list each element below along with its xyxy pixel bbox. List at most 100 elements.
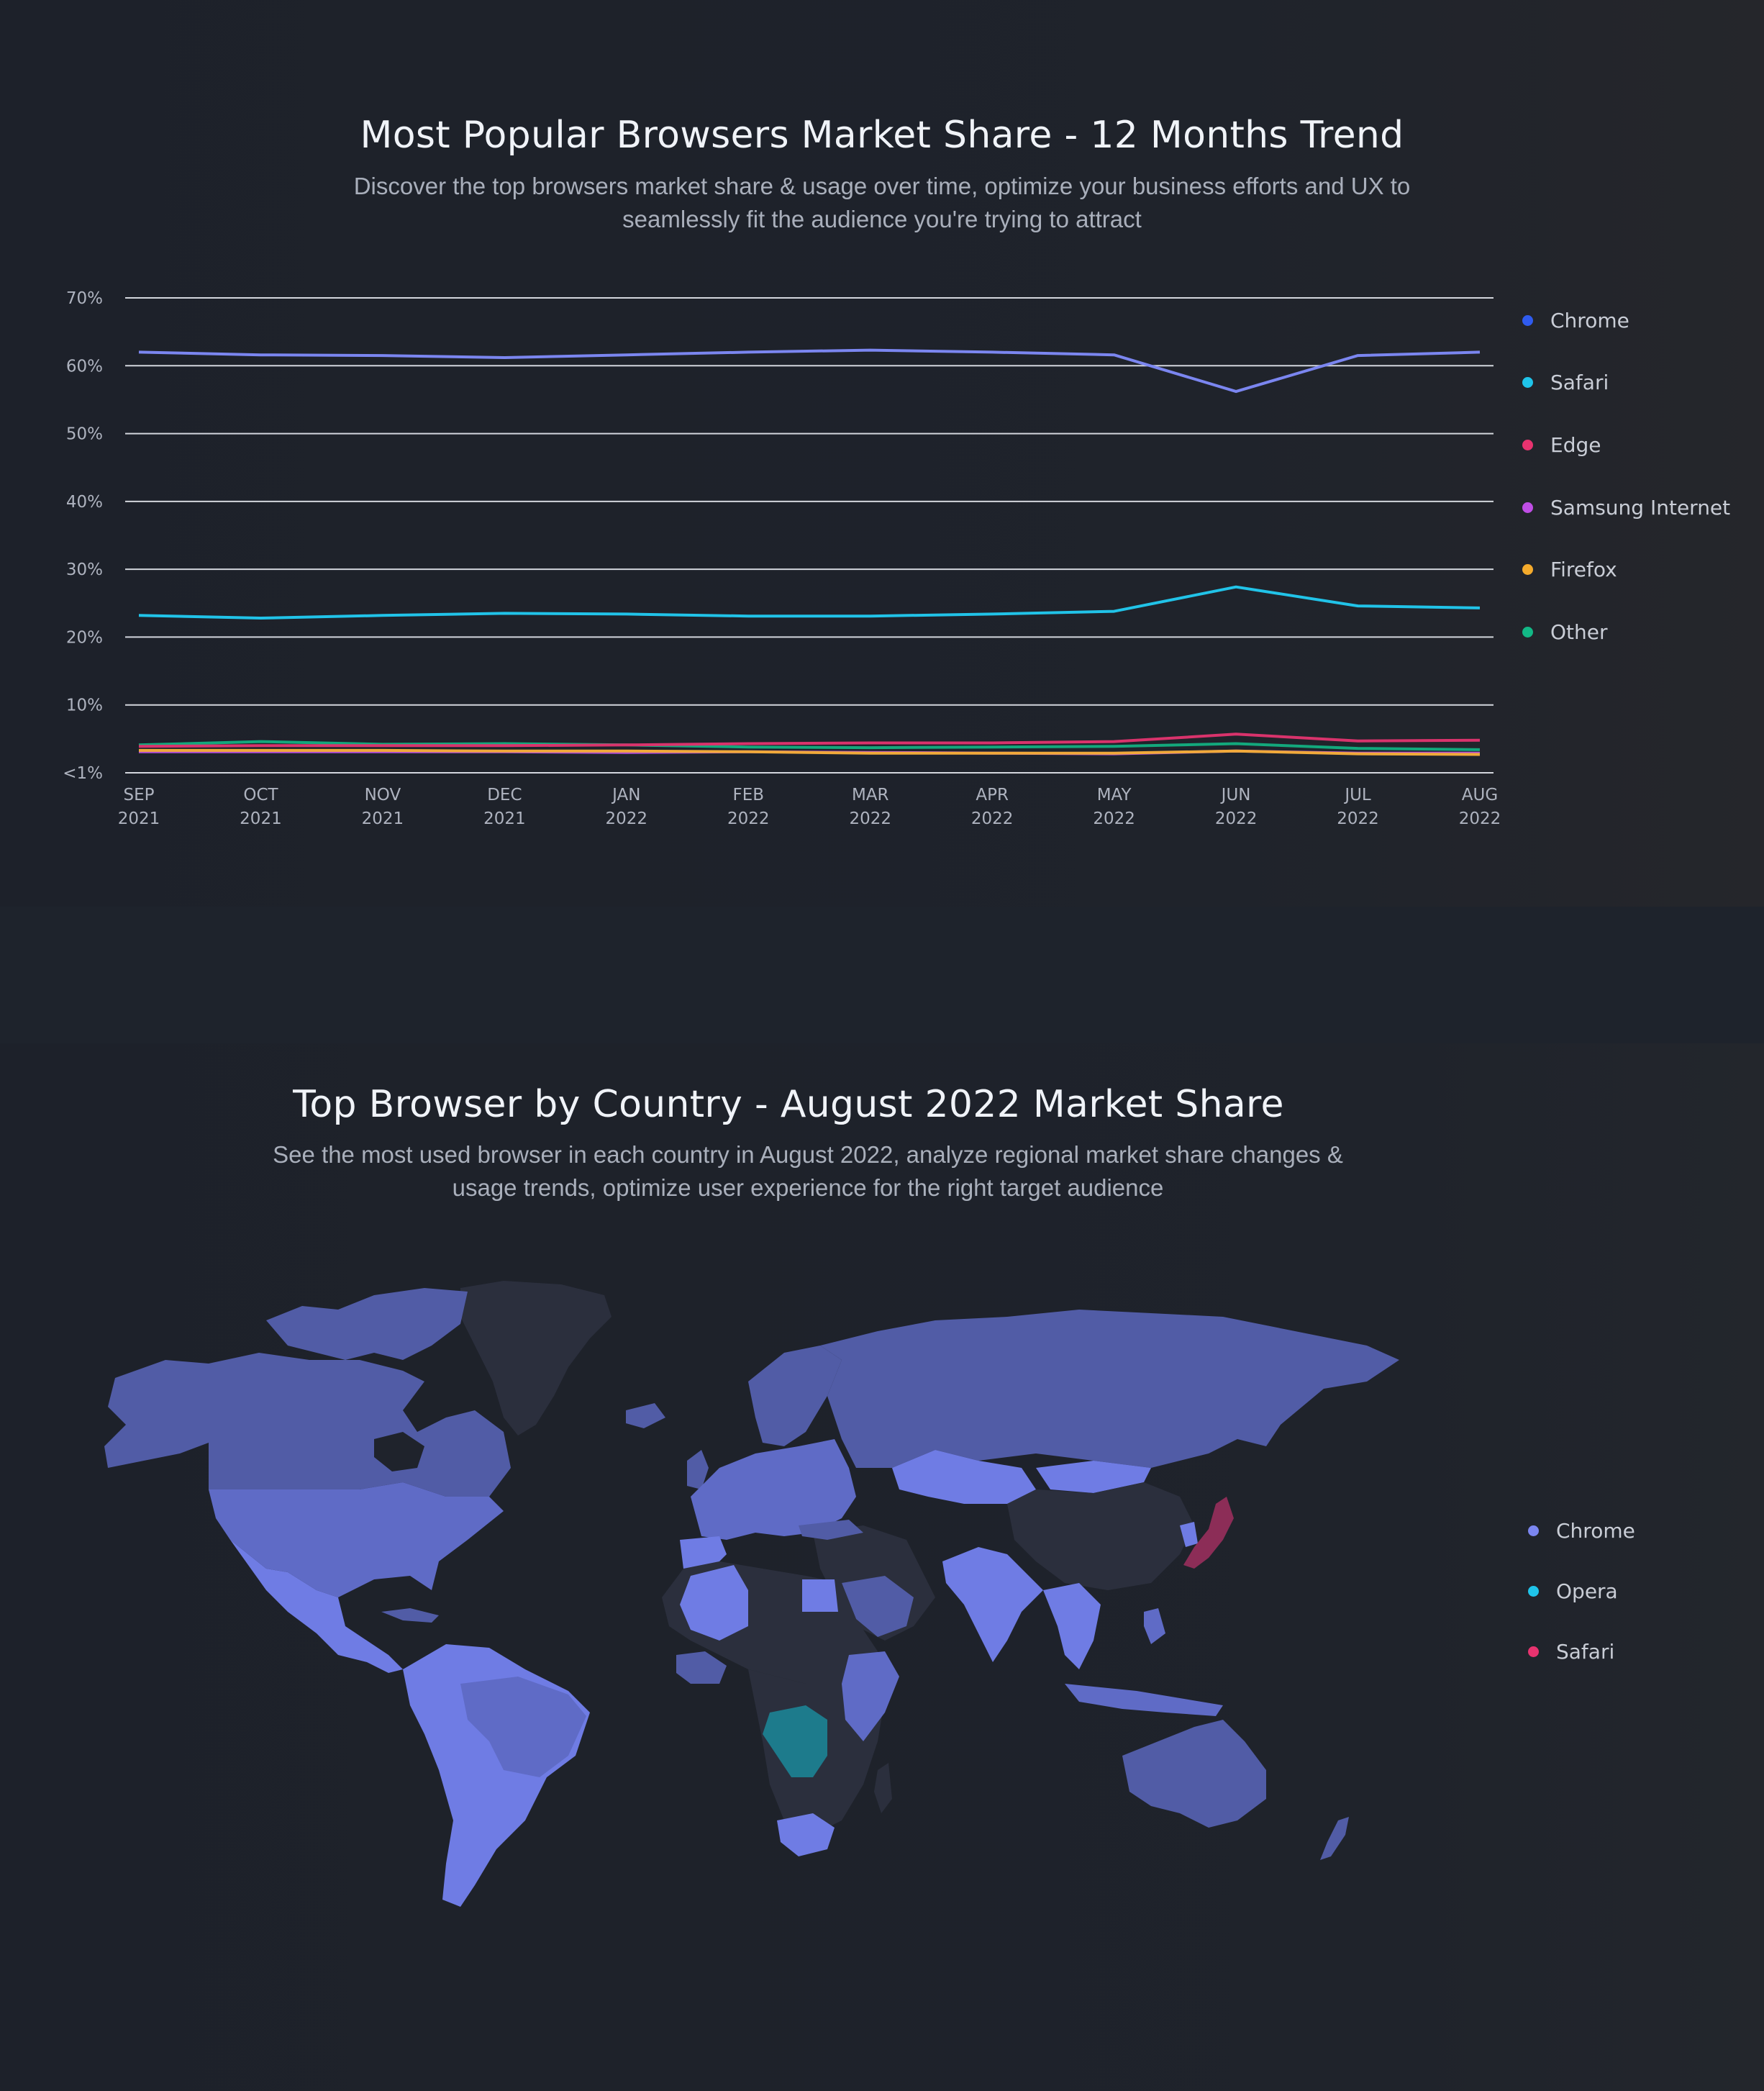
legend-swatch [1522, 377, 1533, 389]
map-region-japan[interactable] [1183, 1497, 1234, 1569]
map-region-iberia[interactable] [680, 1536, 727, 1569]
map-region-india[interactable] [942, 1547, 1043, 1662]
series-line-chrome[interactable] [138, 348, 1481, 394]
map-hudson-bay [374, 1432, 424, 1471]
map-region-europe[interactable] [691, 1439, 856, 1540]
map-region-iceland[interactable] [626, 1403, 665, 1428]
x-tick-label: MAR 2022 [849, 786, 891, 828]
legend-label: Chrome [1550, 308, 1629, 332]
legend-label: Safari [1556, 1639, 1615, 1664]
legend-item-other[interactable]: Other [1522, 601, 1730, 663]
y-tick-label: 30% [66, 561, 103, 579]
map-region-scandinavia[interactable] [748, 1346, 842, 1446]
map-region-canada[interactable] [209, 1353, 511, 1497]
map-subtitle: See the most used browser in each countr… [232, 1138, 1383, 1205]
world-map [104, 1281, 1399, 1907]
map-region-usa[interactable] [209, 1482, 504, 1597]
legend-swatch [1522, 626, 1533, 638]
line-chart-legend: Chrome Safari Edge Samsung Internet Firefox O… [1522, 289, 1730, 663]
legend-label: Other [1550, 620, 1608, 644]
map-legend-item-chrome[interactable]: Chrome [1528, 1500, 1635, 1561]
series-line-safari[interactable] [138, 585, 1481, 620]
map-region-uk[interactable] [687, 1450, 709, 1489]
legend-swatch [1528, 1585, 1539, 1597]
map-region-madagascar[interactable] [874, 1763, 892, 1813]
map-region-korea[interactable] [1180, 1522, 1198, 1547]
legend-item-edge[interactable]: Edge [1522, 414, 1730, 476]
map-region-alaska[interactable] [104, 1360, 209, 1468]
x-tick-label: JUN 2022 [1215, 786, 1258, 828]
legend-item-safari[interactable]: Safari [1522, 352, 1730, 414]
section-divider [0, 907, 1764, 1043]
map-subtitle-line-2: usage trends, optimize user experience f… [452, 1174, 1164, 1201]
map-region-greenland[interactable] [460, 1281, 612, 1435]
x-tick-label: APR 2022 [971, 786, 1014, 828]
series-line-other[interactable] [138, 740, 1481, 751]
map-region-brazil[interactable] [460, 1677, 586, 1777]
map-region-egypt[interactable] [802, 1579, 838, 1612]
map-region-algeria[interactable] [680, 1565, 748, 1641]
trend-subtitle-line-1: Discover the top browsers market share &… [353, 173, 1411, 199]
legend-swatch [1522, 439, 1533, 450]
legend-label: Safari [1550, 371, 1609, 395]
series-line-edge[interactable] [138, 732, 1481, 748]
y-tick-label: 50% [66, 425, 103, 444]
series-line-firefox[interactable] [139, 748, 1481, 756]
map-legend-item-safari[interactable]: Safari [1528, 1621, 1635, 1682]
y-tick-label: 10% [66, 697, 103, 715]
legend-swatch [1528, 1646, 1539, 1657]
map-region-australia[interactable] [1122, 1720, 1266, 1828]
x-tick-label: SEP 2021 [118, 786, 160, 828]
x-tick-label: JUL 2022 [1337, 786, 1379, 828]
y-tick-label: <1% [63, 764, 103, 783]
x-tick-label: AUG 2022 [1459, 786, 1501, 828]
legend-swatch [1522, 314, 1533, 326]
map-region-east-africa[interactable] [842, 1651, 899, 1741]
map-subtitle-line-1: See the most used browser in each countr… [273, 1141, 1343, 1168]
map-legend: Chrome Opera Safari [1528, 1500, 1635, 1682]
map-region-mexico-central-america[interactable] [230, 1540, 403, 1673]
y-tick-label: 20% [66, 628, 103, 647]
map-region-central-asia[interactable] [892, 1450, 1036, 1504]
map-region-china[interactable] [1007, 1482, 1194, 1590]
y-tick-label: 60% [66, 357, 103, 376]
map-region-southeast-asia[interactable] [1043, 1583, 1101, 1669]
trend-title: Most Popular Browsers Market Share - 12 … [360, 114, 1404, 157]
legend-label: Opera [1556, 1579, 1618, 1603]
y-tick-label: 40% [66, 493, 103, 512]
x-tick-label: FEB 2022 [727, 786, 770, 828]
map-region-mongolia[interactable] [1036, 1461, 1151, 1493]
map-region-new-zealand[interactable] [1320, 1817, 1349, 1860]
x-tick-label: NOV 2021 [362, 786, 404, 828]
legend-label: Edge [1550, 432, 1601, 457]
map-region-turkey[interactable] [799, 1520, 863, 1540]
legend-item-samsung-internet[interactable]: Samsung Internet [1522, 476, 1730, 539]
x-tick-label: JAN 2022 [606, 786, 648, 828]
map-title: Top Browser by Country - August 2022 Mar… [293, 1083, 1284, 1126]
legend-label: Samsung Internet [1550, 495, 1731, 520]
map-region-caribbean[interactable] [381, 1608, 439, 1623]
map-region-indonesia[interactable] [1065, 1684, 1223, 1716]
legend-swatch [1522, 564, 1533, 576]
legend-swatch [1522, 502, 1533, 513]
legend-item-chrome[interactable]: Chrome [1522, 289, 1730, 352]
map-region-drc[interactable] [763, 1705, 827, 1777]
x-tick-label: DEC 2021 [483, 786, 526, 828]
map-region-russia[interactable] [820, 1310, 1399, 1468]
trend-subtitle-line-2: seamlessly fit the audience you're tryin… [622, 206, 1142, 232]
legend-label: Firefox [1550, 558, 1617, 582]
map-legend-item-opera[interactable]: Opera [1528, 1561, 1635, 1621]
legend-swatch [1528, 1525, 1539, 1536]
legend-label: Chrome [1556, 1518, 1635, 1543]
y-tick-label: 70% [66, 289, 103, 308]
map-region-philippines[interactable] [1144, 1608, 1165, 1644]
map-region-saudi-arabia[interactable] [842, 1576, 914, 1637]
legend-item-firefox[interactable]: Firefox [1522, 538, 1730, 601]
x-tick-label: OCT 2021 [240, 786, 282, 828]
x-tick-label: MAY 2022 [1093, 786, 1135, 828]
map-region-south-africa[interactable] [777, 1813, 835, 1856]
map-region-arctic-islands[interactable] [266, 1288, 468, 1360]
line-chart: <1% 10% 20% 30% 40% 50% 60% 70% SEP 2021 OCT 2021 N… [63, 289, 1501, 828]
trend-subtitle: Discover the top browsers market share &… [306, 170, 1458, 236]
map-region-west-africa[interactable] [676, 1651, 727, 1684]
